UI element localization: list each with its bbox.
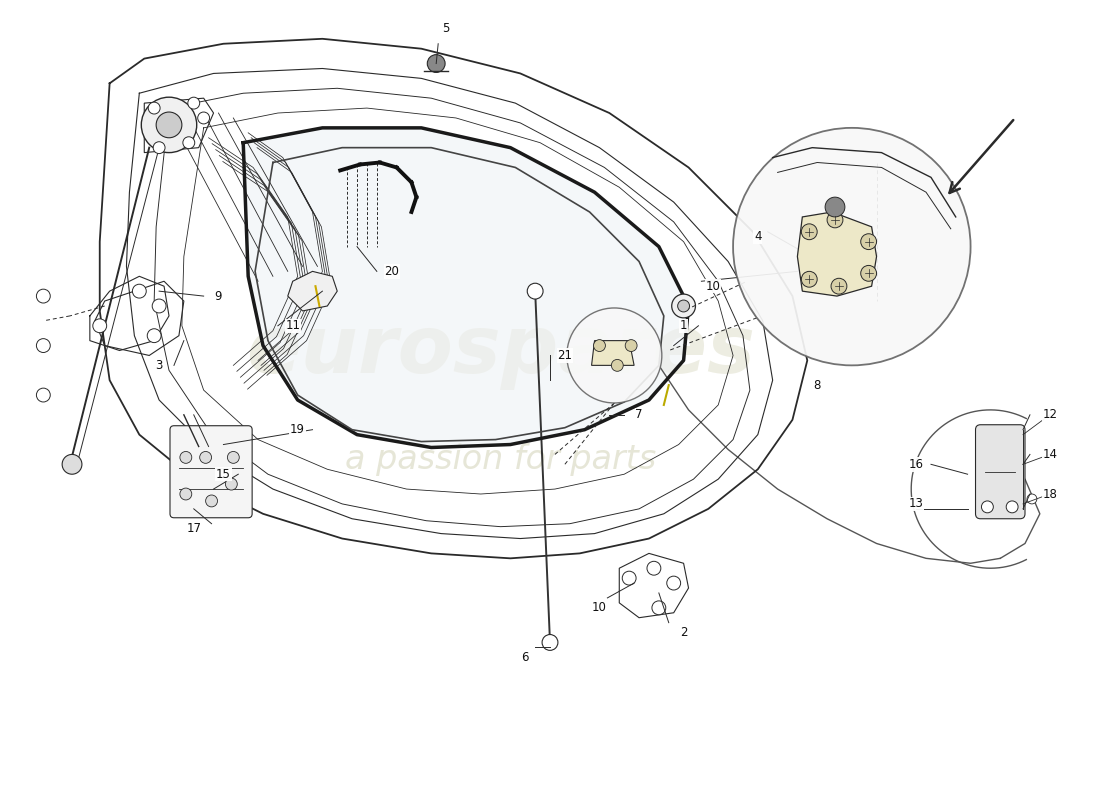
Circle shape — [206, 495, 218, 507]
Circle shape — [180, 451, 191, 463]
Text: 7: 7 — [636, 408, 642, 422]
Circle shape — [802, 224, 817, 240]
Circle shape — [733, 128, 970, 366]
Circle shape — [830, 278, 847, 294]
Circle shape — [566, 308, 662, 403]
Circle shape — [860, 266, 877, 282]
Polygon shape — [592, 341, 634, 366]
Circle shape — [802, 271, 817, 287]
Text: 14: 14 — [1042, 448, 1057, 461]
Circle shape — [981, 501, 993, 513]
Text: 3: 3 — [155, 359, 163, 372]
Text: 21: 21 — [558, 349, 572, 362]
Text: 10: 10 — [592, 602, 607, 614]
Circle shape — [228, 451, 240, 463]
Circle shape — [527, 283, 543, 299]
Circle shape — [594, 340, 605, 351]
Circle shape — [1027, 494, 1037, 504]
Circle shape — [623, 571, 636, 585]
FancyBboxPatch shape — [976, 425, 1025, 518]
Text: a passion for parts: a passion for parts — [345, 443, 656, 476]
Circle shape — [612, 359, 624, 371]
Circle shape — [180, 488, 191, 500]
Circle shape — [92, 319, 107, 333]
Circle shape — [62, 454, 81, 474]
Text: 4: 4 — [755, 230, 761, 243]
Circle shape — [860, 234, 877, 250]
Circle shape — [36, 338, 51, 353]
Circle shape — [672, 294, 695, 318]
Circle shape — [156, 112, 182, 138]
Circle shape — [427, 54, 446, 73]
Polygon shape — [288, 271, 338, 311]
Text: 16: 16 — [909, 458, 924, 471]
Circle shape — [36, 388, 51, 402]
Circle shape — [148, 102, 161, 114]
Circle shape — [183, 137, 195, 149]
Circle shape — [678, 300, 690, 312]
FancyBboxPatch shape — [170, 426, 252, 518]
Circle shape — [153, 142, 165, 154]
Text: 5: 5 — [442, 22, 450, 35]
Circle shape — [825, 197, 845, 217]
Circle shape — [147, 329, 161, 342]
Text: 17: 17 — [186, 522, 201, 535]
Text: 19: 19 — [290, 423, 305, 436]
Circle shape — [36, 289, 51, 303]
Polygon shape — [243, 128, 689, 447]
Circle shape — [827, 212, 843, 228]
Text: 10: 10 — [706, 280, 721, 293]
Circle shape — [652, 601, 666, 614]
Circle shape — [667, 576, 681, 590]
Text: eurospares: eurospares — [246, 311, 755, 390]
Circle shape — [200, 451, 211, 463]
Circle shape — [542, 634, 558, 650]
Circle shape — [141, 97, 197, 153]
Text: 9: 9 — [214, 290, 222, 302]
Text: 20: 20 — [384, 265, 399, 278]
Text: 15: 15 — [216, 468, 231, 481]
Text: 11: 11 — [285, 319, 300, 332]
Text: 13: 13 — [909, 498, 924, 510]
Circle shape — [198, 112, 210, 124]
Circle shape — [647, 562, 661, 575]
Circle shape — [152, 299, 166, 313]
Text: 18: 18 — [1043, 487, 1057, 501]
Circle shape — [132, 284, 146, 298]
Circle shape — [625, 340, 637, 351]
Circle shape — [188, 97, 200, 109]
Text: 2: 2 — [680, 626, 688, 639]
Text: 6: 6 — [521, 650, 529, 664]
Polygon shape — [798, 212, 877, 296]
Text: 8: 8 — [814, 378, 821, 392]
Circle shape — [1006, 501, 1019, 513]
Circle shape — [226, 478, 238, 490]
Text: 1: 1 — [680, 319, 688, 332]
Text: 12: 12 — [1042, 408, 1057, 422]
